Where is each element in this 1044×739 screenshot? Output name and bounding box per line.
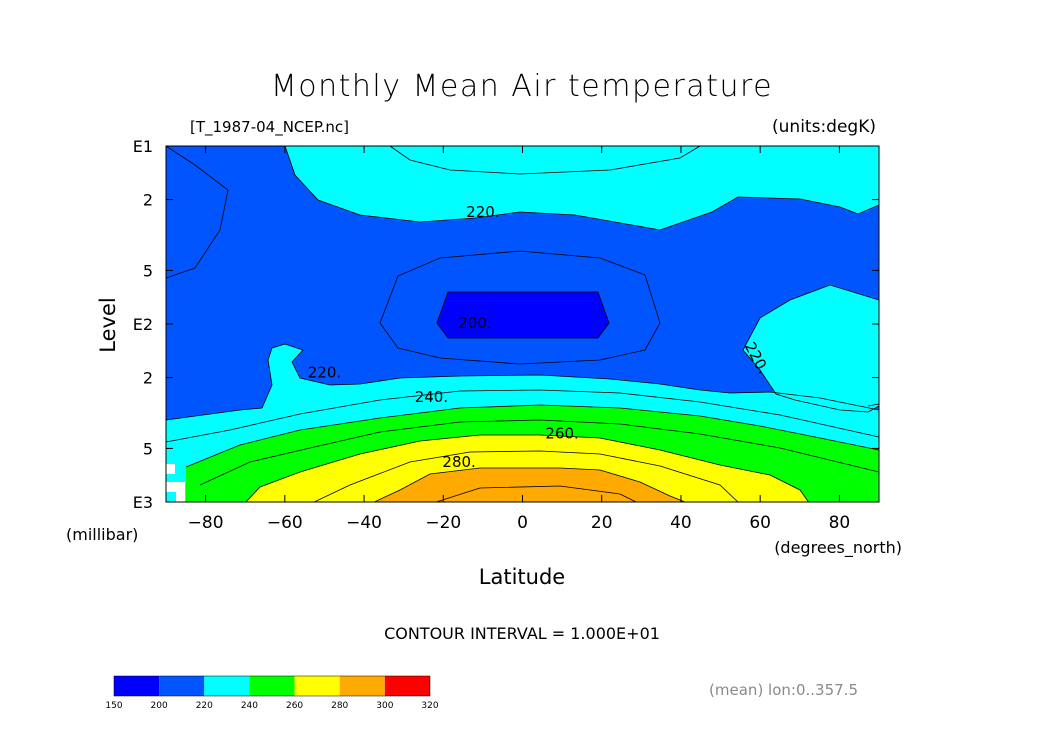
contour-line-210-top bbox=[389, 146, 701, 175]
contour-line-230 bbox=[166, 389, 879, 443]
x-tick-label: −40 bbox=[346, 513, 382, 533]
colorbar-swatch bbox=[114, 676, 160, 696]
missing-data-squares bbox=[166, 464, 185, 502]
x-tick-label: −60 bbox=[267, 513, 303, 533]
colorbar-label: 240 bbox=[241, 701, 258, 711]
file-label: [T_1987-04_NCEP.nc] bbox=[190, 118, 349, 137]
footnote-label: (mean) lon:0..357.5 bbox=[709, 681, 858, 699]
x-axis-title: Latitude bbox=[479, 565, 565, 589]
colorbar-swatch bbox=[249, 676, 295, 696]
plot-area bbox=[166, 146, 879, 502]
contour-label: 220. bbox=[308, 364, 341, 382]
contour-line-210-left bbox=[166, 146, 229, 279]
colorbar-frame bbox=[113, 675, 431, 697]
x-tick-label: 0 bbox=[517, 513, 528, 533]
x-tick-label: −80 bbox=[188, 513, 224, 533]
contour-label: 280. bbox=[442, 453, 475, 471]
colorbar-swatch bbox=[159, 676, 205, 696]
y-tick-label: 2 bbox=[143, 191, 153, 210]
colorbar-label: 220 bbox=[196, 701, 213, 711]
y-tick-label: 5 bbox=[143, 439, 153, 458]
y-tick-label: E3 bbox=[133, 493, 153, 512]
fill-280-300 bbox=[374, 468, 685, 502]
fill-200-below bbox=[437, 292, 609, 338]
colorbar: 150 200 220 240 260 280 300 320 bbox=[105, 675, 439, 711]
contour-line-220-right bbox=[742, 284, 879, 413]
y-tick-label: E1 bbox=[133, 137, 153, 156]
contour-line-270 bbox=[313, 450, 739, 502]
y-tick-label: 5 bbox=[143, 261, 153, 280]
contour-line-210-ring bbox=[379, 250, 661, 365]
y-axis-title: Level bbox=[96, 297, 120, 352]
x-axis-ticks: −80 −60 −40 −20 0 20 40 60 80 bbox=[188, 146, 851, 533]
y-units-label: (millibar) bbox=[66, 525, 138, 544]
contour-line-250 bbox=[199, 419, 879, 486]
contour-line-220-low bbox=[166, 343, 879, 421]
x-units-label: (degrees_north) bbox=[774, 538, 902, 558]
colorbar-label: 280 bbox=[331, 701, 348, 711]
contour-line-290 bbox=[434, 485, 637, 502]
x-tick-label: 40 bbox=[670, 513, 692, 533]
colorbar-label: 300 bbox=[376, 701, 393, 711]
contour-lines bbox=[166, 146, 879, 502]
contour-line-220-top bbox=[284, 146, 879, 231]
contour-label: 200. bbox=[458, 314, 491, 332]
x-tick-label: 20 bbox=[591, 513, 613, 533]
colorbar-swatch bbox=[294, 676, 340, 696]
colorbar-swatch bbox=[204, 676, 250, 696]
contour-line-240 bbox=[185, 404, 879, 468]
chart-title: Monthly Mean Air temperature bbox=[271, 69, 773, 104]
colorbar-label: 260 bbox=[286, 701, 303, 711]
y-axis-ticks: E1 2 5 E2 2 5 E3 bbox=[133, 137, 879, 512]
x-tick-label: 80 bbox=[829, 513, 851, 533]
colorbar-label: 150 bbox=[105, 701, 122, 711]
contour-line-280 bbox=[373, 467, 687, 502]
colorbar-label: 320 bbox=[421, 701, 438, 711]
colorbar-label: 200 bbox=[151, 701, 168, 711]
colorbar-swatch bbox=[339, 676, 385, 696]
contour-line-200 bbox=[436, 291, 610, 339]
colorbar-swatch bbox=[384, 676, 430, 696]
units-label: (units:degK) bbox=[772, 117, 876, 137]
contour-line-220-right-tail bbox=[867, 403, 879, 407]
fill-220-240-right bbox=[743, 285, 879, 412]
contour-interval-label: CONTOUR INTERVAL = 1.000E+01 bbox=[384, 624, 660, 643]
fill-220-240-top bbox=[285, 146, 879, 230]
y-tick-label: E2 bbox=[133, 315, 153, 334]
x-tick-label: −20 bbox=[425, 513, 461, 533]
contour-label: 240. bbox=[415, 388, 448, 406]
x-tick-label: 60 bbox=[749, 513, 771, 533]
y-tick-label: 2 bbox=[143, 369, 153, 388]
contour-label: 260. bbox=[545, 425, 578, 443]
contour-line-260 bbox=[245, 434, 810, 502]
contour-label: 220. bbox=[466, 203, 499, 221]
